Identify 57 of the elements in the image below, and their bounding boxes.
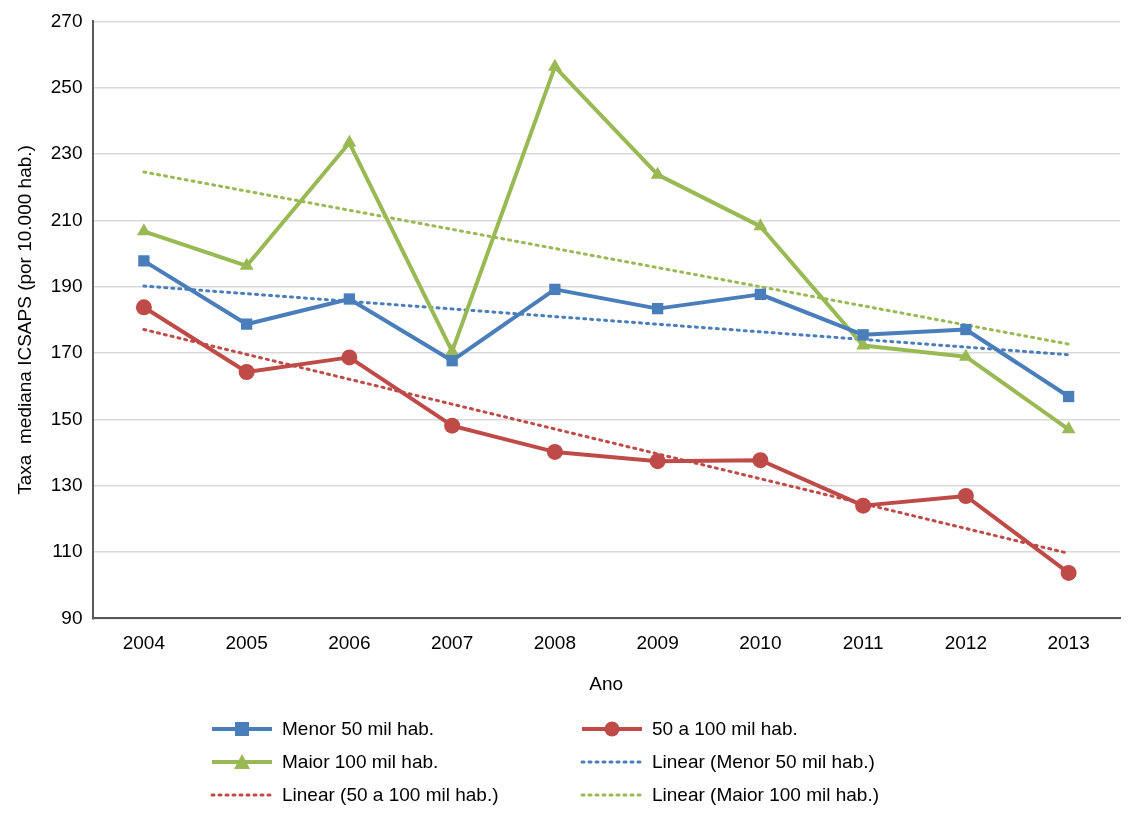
point xyxy=(136,223,151,236)
point xyxy=(445,343,460,356)
legend-label: 50 a 100 mil hab. xyxy=(652,717,798,740)
point xyxy=(240,318,253,330)
point xyxy=(957,488,974,505)
point xyxy=(960,323,972,336)
y-tick-label: 170 xyxy=(50,341,83,363)
point xyxy=(238,363,255,380)
point xyxy=(1060,564,1077,581)
point xyxy=(546,443,563,460)
point xyxy=(444,417,461,434)
x-tick-label: 2005 xyxy=(225,632,268,654)
x-tick-label: 2011 xyxy=(842,632,884,654)
x-tick-label: 2006 xyxy=(328,632,371,654)
point xyxy=(651,302,664,315)
point xyxy=(958,348,973,361)
y-tick-label: 250 xyxy=(50,75,83,97)
y-axis-title: Taxa mediana ICSAPS (por 10.000 hab.) xyxy=(13,145,35,495)
x-tick-label: 2009 xyxy=(636,632,679,654)
y-tick-label: 150 xyxy=(50,407,83,429)
point xyxy=(650,166,665,179)
point xyxy=(547,58,562,71)
y-tick-label: 190 xyxy=(50,274,83,296)
point xyxy=(649,453,666,470)
x-tick-label: 2007 xyxy=(430,632,474,654)
x-tick-label: 2012 xyxy=(944,632,988,654)
legend-label: Linear (Menor 50 mil hab.) xyxy=(652,750,875,773)
y-tick-label: 230 xyxy=(50,142,83,164)
point xyxy=(446,355,458,367)
y-tick-label: 210 xyxy=(50,208,83,230)
x-tick-label: 2004 xyxy=(122,632,166,654)
point xyxy=(855,497,872,514)
point xyxy=(341,349,358,366)
point xyxy=(754,288,767,301)
y-tick-label: 110 xyxy=(52,540,83,562)
legend-label: Maior 100 mil hab. xyxy=(282,750,439,773)
point xyxy=(239,257,254,270)
legend-label: Menor 50 mil hab. xyxy=(282,717,435,740)
point xyxy=(138,255,150,267)
x-tick-label: 2010 xyxy=(739,632,782,654)
point xyxy=(1061,421,1076,434)
y-tick-label: 270 xyxy=(50,9,83,31)
point xyxy=(752,452,769,469)
legend-label: Linear (50 a 100 mil hab.) xyxy=(282,783,499,806)
point xyxy=(857,329,869,341)
point xyxy=(342,134,357,147)
point xyxy=(343,293,356,305)
y-tick-label: 90 xyxy=(61,606,83,628)
legend-label: Linear (Maior 100 mil hab.) xyxy=(652,783,880,806)
point xyxy=(135,299,152,316)
x-tick-label: 2013 xyxy=(1047,632,1090,654)
x-tick-label: 2008 xyxy=(533,632,577,654)
point xyxy=(753,218,768,231)
y-tick-label: 130 xyxy=(50,473,83,495)
point xyxy=(1062,390,1075,403)
point xyxy=(549,283,561,296)
x-axis-title: Ano xyxy=(589,672,624,694)
